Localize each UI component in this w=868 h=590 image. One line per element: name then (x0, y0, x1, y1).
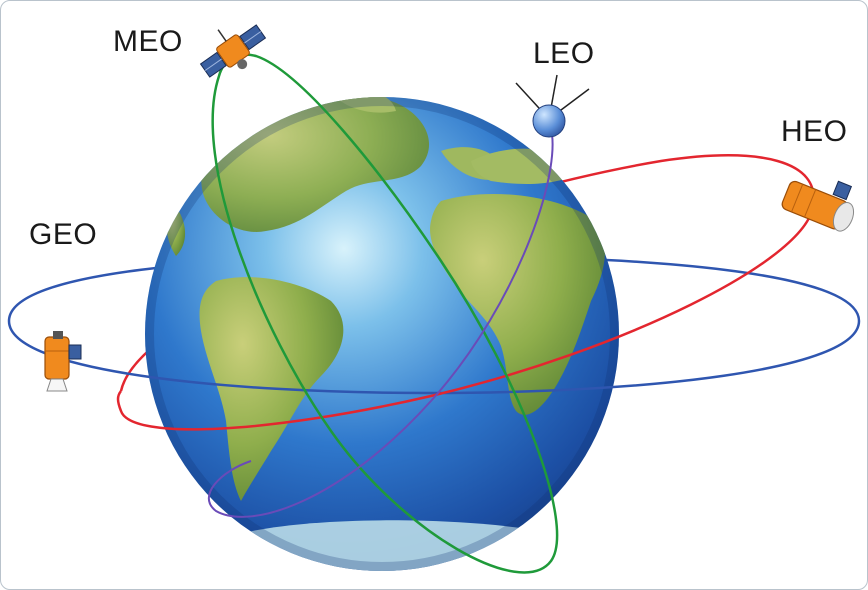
earth (145, 97, 619, 571)
heo-orbit-front (116, 205, 815, 431)
leo-satellite-icon (515, 74, 590, 138)
heo-satellite-icon (781, 180, 855, 232)
leo-orbit (208, 122, 554, 518)
leo-label: LEO (533, 37, 595, 70)
meo-label: MEO (113, 25, 183, 58)
geo-satellite-icon (44, 331, 82, 392)
meo-satellite-icon (199, 24, 267, 78)
africa (430, 193, 606, 415)
geo-label: GEO (29, 218, 97, 251)
heo-label: HEO (781, 115, 848, 148)
meo-orbit (211, 53, 559, 574)
